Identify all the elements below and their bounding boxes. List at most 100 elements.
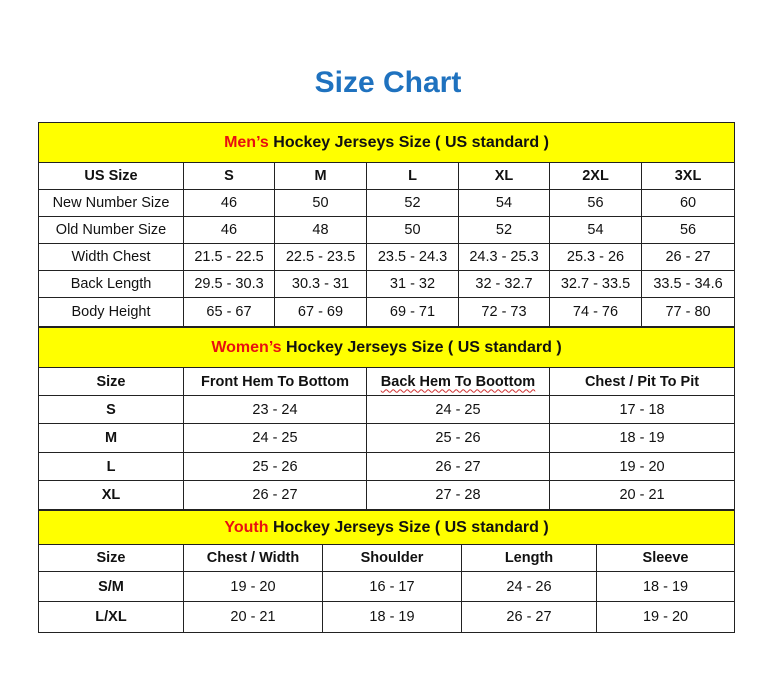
table-cell: 24 - 25 xyxy=(366,395,550,424)
table-row: Width Chest 21.5 - 22.5 22.5 - 23.5 23.5 - … xyxy=(38,243,736,271)
column-header: XL xyxy=(458,162,550,190)
table-cell: 17 - 18 xyxy=(548,395,736,424)
table-row: Back Length 29.5 - 30.3 30.3 - 31 31 - 32 32… xyxy=(38,270,736,298)
youth-column-header-row: Size Chest / Width Shoulder Length Sleeve xyxy=(38,544,736,572)
row-label: M xyxy=(38,423,184,453)
men-section-heading: Men’s Hockey Jerseys Size ( US standard … xyxy=(37,122,736,163)
table-cell: 77 - 80 xyxy=(640,297,736,327)
row-label: S xyxy=(38,395,184,424)
column-header-label: Size xyxy=(96,550,126,566)
table-cell: 18 - 19 xyxy=(595,571,736,602)
women-heading-prefix: Women’s xyxy=(211,338,282,356)
youth-heading-prefix: Youth xyxy=(224,518,269,536)
table-cell: 18 - 19 xyxy=(322,601,462,633)
row-label: Body Height xyxy=(38,297,184,327)
women-section-heading: Women’s Hockey Jerseys Size ( US standar… xyxy=(37,327,736,368)
row-label: L/XL xyxy=(38,601,184,633)
men-heading-prefix: Men’s xyxy=(224,133,269,151)
youth-section-heading: Youth Hockey Jerseys Size ( US standard … xyxy=(37,510,736,545)
column-header: 2XL xyxy=(549,162,642,190)
table-cell: 33.5 - 34.6 xyxy=(640,270,736,298)
table-cell: 24.3 - 25.3 xyxy=(458,243,550,271)
column-header-label: 2XL xyxy=(582,168,609,184)
column-header-label: US Size xyxy=(84,168,138,184)
table-cell: 52 xyxy=(458,216,550,244)
table-cell: 25.3 - 26 xyxy=(549,243,642,271)
table-cell: 26 - 27 xyxy=(366,452,550,481)
youth-heading-cell: Youth Hockey Jerseys Size ( US standard … xyxy=(37,510,736,545)
table-cell: 31 - 32 xyxy=(366,270,459,298)
women-heading-cell: Women’s Hockey Jerseys Size ( US standar… xyxy=(37,327,736,368)
column-header-label: XL xyxy=(494,168,514,184)
table-cell: 72 - 73 xyxy=(458,297,550,327)
table-cell: 29.5 - 30.3 xyxy=(183,270,275,298)
table-cell: 26 - 27 xyxy=(183,480,367,510)
table-cell: 50 xyxy=(274,189,367,217)
table-cell: 26 - 27 xyxy=(461,601,597,633)
table-cell: 52 xyxy=(366,189,459,217)
column-header: Shoulder xyxy=(322,544,462,572)
table-cell: 46 xyxy=(183,189,275,217)
table-cell: 19 - 20 xyxy=(183,571,323,602)
row-label: Back Length xyxy=(38,270,184,298)
table-cell: 25 - 26 xyxy=(183,452,367,481)
table-cell: 74 - 76 xyxy=(549,297,642,327)
table-row: New Number Size 46 50 52 54 56 60 xyxy=(38,189,736,217)
table-cell: 19 - 20 xyxy=(595,601,736,633)
row-label: Width Chest xyxy=(38,243,184,271)
women-size-table: Women’s Hockey Jerseys Size ( US standar… xyxy=(37,327,736,510)
table-cell: 24 - 25 xyxy=(183,423,367,453)
column-header: Length xyxy=(461,544,597,572)
table-row: Body Height 65 - 67 67 - 69 69 - 71 72 - 73 7… xyxy=(38,297,736,327)
table-cell: 18 - 19 xyxy=(548,423,736,453)
row-label: S/M xyxy=(38,571,184,602)
column-header-label: Back Hem To Boottom xyxy=(380,373,536,390)
table-row: M 24 - 25 25 - 26 18 - 19 xyxy=(38,423,736,453)
page-title: Size Chart xyxy=(314,66,462,99)
column-header: L xyxy=(366,162,459,190)
table-cell: 65 - 67 xyxy=(183,297,275,327)
table-row: S/M 19 - 20 16 - 17 24 - 26 18 - 19 xyxy=(38,571,736,602)
table-cell: 60 xyxy=(640,189,736,217)
youth-heading-text: Hockey Jerseys Size ( US standard ) xyxy=(268,518,549,536)
table-cell: 23 - 24 xyxy=(183,395,367,424)
table-cell: 56 xyxy=(640,216,736,244)
table-cell: 30.3 - 31 xyxy=(274,270,367,298)
table-cell: 67 - 69 xyxy=(274,297,367,327)
men-heading-cell: Men’s Hockey Jerseys Size ( US standard … xyxy=(37,122,736,163)
table-cell: 46 xyxy=(183,216,275,244)
table-row: Old Number Size 46 48 50 52 54 56 xyxy=(38,216,736,244)
table-row: S 23 - 24 24 - 25 17 - 18 xyxy=(38,395,736,424)
column-header-label: Sleeve xyxy=(642,550,689,566)
table-cell: 23.5 - 24.3 xyxy=(366,243,459,271)
size-chart: Men’s Hockey Jerseys Size ( US standard … xyxy=(37,122,736,633)
table-cell: 20 - 21 xyxy=(548,480,736,510)
table-cell: 19 - 20 xyxy=(548,452,736,481)
column-header: Sleeve xyxy=(595,544,736,572)
table-cell: 32 - 32.7 xyxy=(458,270,550,298)
column-header-label: M xyxy=(314,168,327,184)
table-cell: 50 xyxy=(366,216,459,244)
column-header: Back Hem To Boottom xyxy=(366,367,550,396)
table-cell: 54 xyxy=(458,189,550,217)
column-header-label: Length xyxy=(504,550,554,566)
table-cell: 27 - 28 xyxy=(366,480,550,510)
women-heading-text: Hockey Jerseys Size ( US standard ) xyxy=(281,338,562,356)
men-column-header-row: US Size S M L XL 2XL 3XL xyxy=(38,162,736,190)
table-row: L 25 - 26 26 - 27 19 - 20 xyxy=(38,452,736,481)
table-cell: 69 - 71 xyxy=(366,297,459,327)
column-header-label: 3XL xyxy=(674,168,702,184)
table-cell: 21.5 - 22.5 xyxy=(183,243,275,271)
table-cell: 24 - 26 xyxy=(461,571,597,602)
table-cell: 25 - 26 xyxy=(366,423,550,453)
table-cell: 20 - 21 xyxy=(183,601,323,633)
table-cell: 26 - 27 xyxy=(640,243,736,271)
column-header-label: Chest / Width xyxy=(206,550,300,566)
column-header-label: Size xyxy=(96,373,126,390)
column-header-label: S xyxy=(224,168,234,184)
column-header: Front Hem To Bottom xyxy=(183,367,367,396)
men-heading-text: Hockey Jerseys Size ( US standard ) xyxy=(268,133,549,151)
column-header: Size xyxy=(38,367,184,396)
column-header: US Size xyxy=(38,162,184,190)
column-header-label: L xyxy=(408,168,417,184)
